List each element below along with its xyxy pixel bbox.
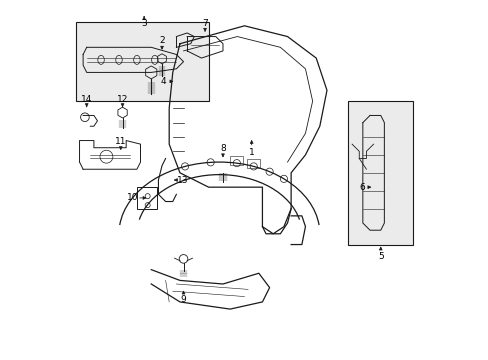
Text: 13: 13 — [176, 176, 188, 185]
Text: 9: 9 — [180, 295, 186, 304]
Text: 11: 11 — [115, 137, 126, 146]
Text: 10: 10 — [126, 193, 138, 202]
Text: 2: 2 — [159, 36, 164, 45]
Bar — [137, 187, 156, 209]
Text: 3: 3 — [141, 19, 147, 28]
Text: 14: 14 — [81, 95, 92, 104]
Text: 1: 1 — [248, 148, 254, 157]
Text: 8: 8 — [220, 144, 225, 153]
Text: 4: 4 — [160, 77, 165, 86]
Text: 7: 7 — [202, 19, 207, 28]
Text: 6: 6 — [359, 183, 364, 192]
Bar — [348, 101, 412, 244]
Bar — [76, 22, 208, 101]
Bar — [230, 156, 243, 165]
Text: 12: 12 — [117, 95, 128, 104]
Bar — [247, 159, 260, 168]
Text: 5: 5 — [377, 252, 383, 261]
